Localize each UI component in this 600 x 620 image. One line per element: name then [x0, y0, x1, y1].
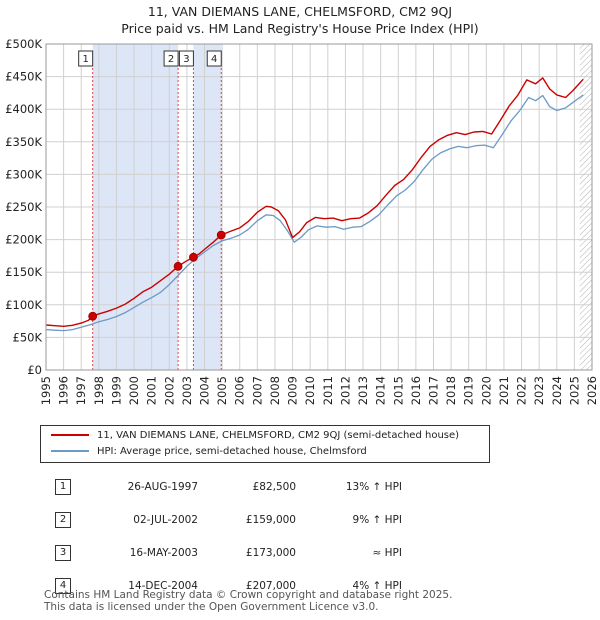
- legend-item-property: 11, VAN DIEMANS LANE, CHELMSFORD, CM2 9Q…: [51, 428, 459, 444]
- sale-price: £173,000: [245, 546, 296, 559]
- legend-item-hpi: HPI: Average price, semi-detached house,…: [51, 444, 367, 460]
- y-tick-label: £400K: [5, 102, 42, 116]
- x-tick-label: 1999: [109, 376, 123, 405]
- y-tick-label: £200K: [5, 233, 42, 247]
- x-tick-label: 2019: [462, 376, 476, 405]
- x-tick-label: 2010: [303, 376, 317, 405]
- x-tick-label: 2025: [567, 376, 581, 405]
- sale-date: 16-MAY-2003: [129, 546, 198, 559]
- y-tick-label: £50K: [13, 330, 43, 344]
- x-tick-label: 2009: [286, 376, 300, 405]
- x-tick-label: 2014: [374, 376, 388, 405]
- footer-line-copyright: Contains HM Land Registry data © Crown c…: [44, 589, 453, 601]
- sale-number-label: 2: [168, 54, 174, 65]
- x-tick-label: 2023: [532, 376, 546, 405]
- sale-hpi-comparison: 13% ↑ HPI: [345, 480, 402, 493]
- y-tick-label: £500K: [5, 37, 42, 51]
- sale-number-label: 1: [82, 54, 88, 65]
- hpi-line: [45, 94, 584, 332]
- x-tick-label: 2005: [215, 376, 229, 405]
- legend-line-property: [51, 434, 89, 436]
- x-tick-label: 2003: [180, 376, 194, 405]
- x-tick-label: 1995: [39, 376, 53, 405]
- chart-legend: 11, VAN DIEMANS LANE, CHELMSFORD, CM2 9Q…: [40, 425, 490, 463]
- chart-subtitle: Price paid vs. HM Land Registry's House …: [121, 21, 479, 36]
- sale-point: [189, 252, 198, 262]
- sale-point: [173, 261, 183, 271]
- x-tick-label: 2021: [497, 376, 511, 405]
- plot-frame: [45, 43, 593, 371]
- x-tick-label: 2017: [426, 376, 440, 405]
- y-tick-label: £100K: [5, 298, 42, 312]
- sale-number-box: [178, 50, 194, 67]
- footer-line-licence: This data is licensed under the Open Gov…: [44, 601, 379, 613]
- x-tick-label: 2016: [409, 376, 423, 405]
- y-tick-label: £150K: [5, 265, 42, 279]
- table-row: 2 02-JUL-2002 £159,000 9% ↑ HPI: [40, 503, 402, 536]
- sale-number-badge: 1: [55, 478, 71, 495]
- x-tick-label: 2012: [338, 376, 352, 405]
- sale-price: £159,000: [245, 513, 296, 526]
- footer-attribution: Contains HM Land Registry data © Crown c…: [44, 589, 452, 613]
- transactions-table: 1 26-AUG-1997 £82,500 13% ↑ HPI 2 02-JUL…: [40, 470, 402, 602]
- sale-hpi-comparison: ≈ HPI: [372, 546, 402, 559]
- x-tick-label: 2020: [479, 376, 493, 405]
- table-row: 4 14-DEC-2004 £207,000 4% ↑ HPI: [40, 569, 402, 602]
- table-row: 1 26-AUG-1997 £82,500 13% ↑ HPI: [40, 470, 402, 503]
- x-tick-label: 2007: [250, 376, 264, 405]
- legend-line-hpi: [51, 450, 89, 452]
- sale-point: [216, 230, 226, 240]
- x-tick-label: 2000: [127, 376, 141, 405]
- sale-point: [88, 311, 98, 321]
- x-tick-label: 1997: [74, 376, 88, 405]
- sale-date: 14-DEC-2004: [128, 579, 198, 592]
- x-tick-label: 2011: [321, 376, 335, 405]
- y-tick-label: £0: [27, 363, 42, 377]
- sale-number-badge: 2: [55, 511, 71, 528]
- x-tick-label: 2018: [444, 376, 458, 405]
- y-tick-label: £350K: [5, 135, 42, 149]
- chart-title: 11, VAN DIEMANS LANE, CHELMSFORD, CM2 9Q…: [147, 4, 453, 19]
- x-tick-label: 2024: [550, 376, 564, 405]
- sale-number-box: [206, 50, 222, 67]
- x-tick-label: 2015: [391, 376, 405, 405]
- legend-label-property: 11, VAN DIEMANS LANE, CHELMSFORD, CM2 9Q…: [97, 430, 460, 441]
- x-tick-label: 2006: [233, 376, 247, 405]
- x-tick-label: 2013: [356, 376, 370, 405]
- y-tick-label: £250K: [5, 200, 42, 214]
- property-price-line: [45, 77, 584, 327]
- sale-hpi-comparison: 4% ↑ HPI: [352, 579, 402, 592]
- legend-label-hpi: HPI: Average price, semi-detached house,…: [97, 446, 367, 457]
- sale-date: 26-AUG-1997: [127, 480, 198, 493]
- y-tick-label: £450K: [5, 70, 42, 84]
- sale-number-badge: 3: [55, 544, 71, 561]
- x-tick-label: 1996: [57, 376, 71, 405]
- x-tick-label: 2026: [585, 376, 599, 405]
- x-tick-label: 2004: [198, 376, 212, 405]
- x-tick-label: 1998: [92, 376, 106, 405]
- table-row: 3 16-MAY-2003 £173,000 ≈ HPI: [40, 536, 402, 569]
- sale-number-box: [163, 50, 179, 67]
- sale-number-badge: 4: [55, 577, 71, 594]
- x-tick-label: 2022: [515, 376, 529, 405]
- sale-number-label: 4: [211, 54, 217, 65]
- y-tick-label: £300K: [5, 167, 42, 181]
- sale-price: £82,500: [252, 480, 296, 493]
- sale-price: £207,000: [245, 579, 296, 592]
- sale-hpi-comparison: 9% ↑ HPI: [352, 513, 402, 526]
- sale-number-box: [78, 50, 94, 67]
- x-tick-label: 2002: [162, 376, 176, 405]
- x-tick-label: 2008: [268, 376, 282, 405]
- sale-date: 02-JUL-2002: [133, 513, 198, 526]
- sale-number-label: 3: [183, 54, 189, 65]
- x-tick-label: 2001: [145, 376, 159, 405]
